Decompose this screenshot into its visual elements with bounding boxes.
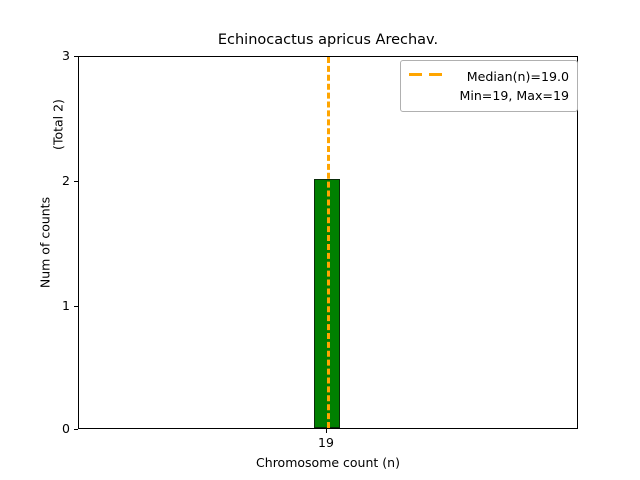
x-axis-label: Chromosome count (n) [256, 455, 400, 470]
plot-area [78, 56, 578, 429]
ytick-label-2: 2 [62, 173, 70, 188]
ytick-mark-3 [74, 56, 78, 57]
ytick-mark-0 [74, 429, 78, 430]
y-axis-label: Num of counts [37, 196, 53, 289]
page-title: Echinocactus apricus Arechav. [217, 32, 439, 48]
median-line [327, 57, 330, 428]
legend-label-minmax: Min=19, Max=19 [459, 88, 569, 103]
xtick-label-19: 19 [318, 435, 334, 450]
dashed-line-icon [409, 67, 447, 83]
legend-label-median: Median(n)=19.0 [466, 69, 569, 84]
ytick-mark-2 [74, 181, 78, 182]
ytick-label-1: 1 [62, 298, 70, 313]
xtick-mark-19 [326, 429, 327, 433]
ytick-label-0: 0 [62, 421, 70, 436]
ytick-label-3: 3 [62, 48, 70, 63]
legend-item-median: Median(n)=19.0 Min=19, Max=19 [409, 67, 569, 105]
y-axis-sublabel: (Total 2) [50, 99, 66, 150]
ytick-mark-1 [74, 306, 78, 307]
legend-label-group: Median(n)=19.0 Min=19, Max=19 [454, 67, 569, 105]
legend: Median(n)=19.0 Min=19, Max=19 [400, 60, 578, 112]
